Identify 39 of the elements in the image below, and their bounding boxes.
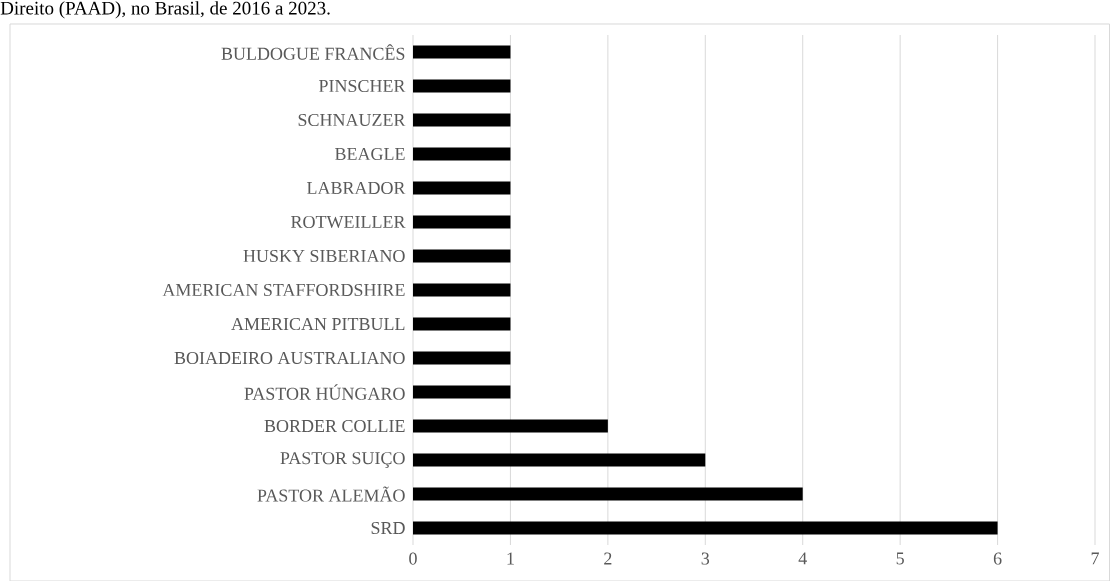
bar bbox=[413, 385, 511, 399]
y-tick-label: SCHNAUZER bbox=[298, 113, 406, 127]
bar bbox=[413, 45, 511, 59]
x-tick-label: 1 bbox=[507, 552, 514, 565]
bar bbox=[413, 453, 706, 467]
bar bbox=[413, 181, 511, 195]
x-tick-label: 5 bbox=[896, 552, 904, 565]
y-tick-label: SRD bbox=[371, 521, 405, 535]
x-tick-label: 3 bbox=[701, 552, 710, 565]
text: Direito (PAAD), no Brasil, de 2016 a 2023. bbox=[0, 1, 330, 19]
bar bbox=[413, 215, 511, 229]
y-tick-label: BORDER COLLIE bbox=[264, 419, 405, 433]
bar bbox=[413, 487, 803, 501]
bar bbox=[413, 113, 511, 127]
y-tick-label: PASTOR HÚNGARO bbox=[244, 384, 405, 400]
y-tick-label: AMERICAN STAFFORDSHIRE bbox=[162, 283, 405, 297]
x-tick-label: 0 bbox=[409, 552, 417, 565]
y-tick-label: BULDOGUE FRANCÊS bbox=[221, 44, 405, 60]
x-tick-label: 2 bbox=[604, 552, 612, 565]
x-tick-label: 4 bbox=[798, 552, 807, 565]
y-tick-label: BOIADEIRO AUSTRALIANO bbox=[174, 351, 405, 365]
bar bbox=[413, 79, 511, 93]
y-tick-label: LABRADOR bbox=[306, 181, 406, 195]
x-tick-label: 6 bbox=[993, 552, 1002, 565]
bar bbox=[413, 317, 511, 331]
bar bbox=[413, 419, 608, 433]
bar bbox=[413, 521, 998, 535]
bar bbox=[413, 249, 511, 263]
bar bbox=[413, 147, 511, 161]
x-tick-label: 7 bbox=[1091, 552, 1099, 565]
y-tick-label: BEAGLE bbox=[335, 147, 405, 161]
y-tick-label: ROTWEILLER bbox=[291, 215, 406, 229]
bar bbox=[413, 351, 511, 365]
y-tick-label: PASTOR SUIÇO bbox=[280, 452, 405, 468]
y-tick-label: HUSKY SIBERIANO bbox=[243, 249, 405, 263]
y-tick-label: AMERICAN PITBULL bbox=[231, 317, 405, 331]
y-tick-label: PINSCHER bbox=[318, 79, 406, 93]
y-tick-label: PASTOR ALEMÃO bbox=[257, 486, 405, 502]
bar bbox=[413, 283, 511, 297]
